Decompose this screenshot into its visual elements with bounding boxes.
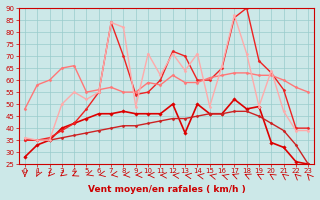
X-axis label: Vent moyen/en rafales ( km/h ): Vent moyen/en rafales ( km/h ) — [88, 185, 245, 194]
